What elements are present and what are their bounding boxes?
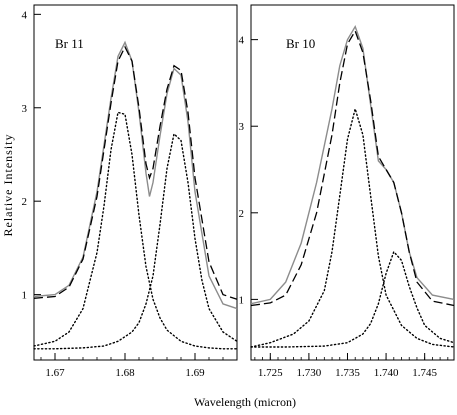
br11-x-tick-label: 1.67 — [45, 367, 65, 379]
br10-series-dotted-2 — [250, 106, 455, 348]
br10-tick-layer: 1.725 1.730 1.735 1.740 1.745 1 2 3 4 — [239, 35, 449, 379]
br11-panel: 1.67 1.68 1.69 1 2 3 4 Br 11 — [22, 4, 238, 379]
br11-y-tick-label: 4 — [22, 9, 28, 21]
br10-plot-frame — [250, 4, 455, 361]
br11-series-layer — [33, 40, 238, 350]
br11-y-tick-label: 1 — [22, 290, 28, 302]
br11-series-dotted-2 — [33, 111, 238, 350]
br10-series-dotted-3 — [250, 250, 455, 348]
br10-x-tick-label: 1.735 — [335, 367, 360, 379]
br11-series-dotted-3 — [33, 132, 238, 350]
br10-panel-label: Br 10 — [286, 36, 315, 51]
br10-x-tick-label: 1.730 — [297, 367, 322, 379]
y-axis-title: Relative Intensity — [1, 134, 15, 237]
br11-series-solid-gray-0 — [33, 40, 238, 310]
br10-y-tick-label: 4 — [239, 35, 245, 47]
br10-series-dashed-1 — [250, 29, 455, 307]
br10-x-tick-label: 1.745 — [412, 367, 437, 379]
br10-series-layer — [250, 24, 455, 348]
br11-tick-layer: 1.67 1.68 1.69 1 2 3 4 — [22, 9, 238, 379]
br11-panel-label: Br 11 — [55, 36, 84, 51]
br11-series-dashed-1 — [33, 45, 238, 300]
br10-x-tick-label: 1.725 — [258, 367, 283, 379]
br11-plot-frame — [33, 4, 238, 361]
br10-y-tick-label: 3 — [239, 121, 245, 133]
br10-y-tick-label: 2 — [239, 208, 245, 220]
br10-panel: 1.725 1.730 1.735 1.740 1.745 1 2 3 4 Br 10 — [239, 4, 455, 379]
br10-y-tick-label: 1 — [239, 294, 245, 306]
br11-y-tick-label: 3 — [22, 103, 28, 115]
br11-x-tick-label: 1.68 — [115, 367, 135, 379]
br10-series-solid-gray-0 — [250, 24, 455, 305]
br11-x-tick-label: 1.69 — [185, 367, 205, 379]
x-axis-title: Wavelength (micron) — [194, 395, 296, 409]
br11-y-tick-label: 2 — [22, 196, 28, 208]
br10-x-tick-label: 1.740 — [374, 367, 399, 379]
